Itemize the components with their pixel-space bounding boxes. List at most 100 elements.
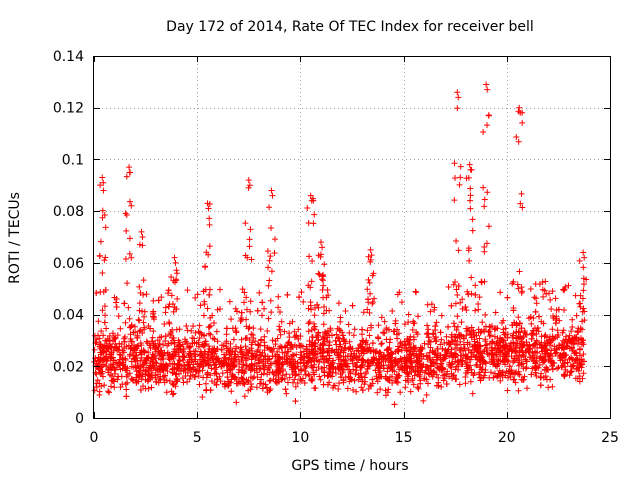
data-point bbox=[477, 377, 484, 384]
data-point bbox=[196, 322, 203, 329]
data-point bbox=[242, 343, 249, 350]
data-point bbox=[464, 365, 471, 372]
data-point bbox=[239, 286, 246, 293]
data-point bbox=[266, 277, 273, 284]
data-point bbox=[256, 365, 263, 372]
data-point bbox=[483, 122, 490, 129]
data-point bbox=[268, 225, 275, 232]
data-point bbox=[177, 367, 184, 374]
data-point bbox=[454, 291, 461, 298]
data-point bbox=[516, 268, 523, 275]
data-point bbox=[480, 129, 487, 136]
data-point bbox=[438, 336, 445, 343]
data-point bbox=[102, 312, 109, 319]
data-point bbox=[573, 355, 580, 362]
data-point bbox=[206, 330, 213, 337]
data-point bbox=[398, 364, 405, 371]
data-point bbox=[244, 349, 251, 356]
data-point bbox=[414, 369, 421, 376]
data-point bbox=[368, 356, 375, 363]
data-point bbox=[439, 345, 446, 352]
data-point bbox=[120, 361, 127, 368]
data-point bbox=[395, 348, 402, 355]
data-point bbox=[350, 387, 357, 394]
data-point bbox=[185, 358, 192, 365]
data-point bbox=[260, 370, 267, 377]
data-point bbox=[139, 330, 146, 337]
data-point bbox=[412, 288, 419, 295]
data-point bbox=[202, 263, 209, 270]
data-point bbox=[243, 376, 250, 383]
data-point bbox=[550, 314, 557, 321]
data-point bbox=[313, 367, 320, 374]
data-point bbox=[469, 216, 476, 223]
data-point bbox=[364, 286, 371, 293]
data-point bbox=[196, 381, 203, 388]
data-point bbox=[95, 318, 102, 325]
data-point bbox=[335, 386, 342, 393]
data-point bbox=[197, 302, 204, 309]
data-point bbox=[336, 365, 343, 372]
data-point bbox=[256, 289, 263, 296]
data-point bbox=[96, 252, 103, 259]
data-point bbox=[111, 384, 118, 391]
data-point bbox=[208, 365, 215, 372]
y-tick-label: 0.04 bbox=[53, 308, 84, 324]
data-point bbox=[412, 344, 419, 351]
data-point bbox=[507, 340, 514, 347]
data-point bbox=[515, 387, 522, 394]
data-point bbox=[140, 383, 147, 390]
data-point bbox=[569, 316, 576, 323]
data-point bbox=[417, 351, 424, 358]
data-point bbox=[100, 288, 107, 295]
data-point bbox=[483, 81, 490, 88]
data-point bbox=[462, 304, 469, 311]
data-point bbox=[246, 236, 253, 243]
data-point bbox=[96, 335, 103, 342]
data-point bbox=[464, 339, 471, 346]
data-point bbox=[291, 328, 298, 335]
data-point bbox=[114, 332, 121, 339]
data-point bbox=[243, 355, 250, 362]
data-point bbox=[116, 356, 123, 363]
data-point bbox=[143, 291, 150, 298]
data-point bbox=[332, 337, 339, 344]
data-point bbox=[484, 189, 491, 196]
data-point bbox=[480, 374, 487, 381]
data-point bbox=[201, 357, 208, 364]
data-point bbox=[378, 341, 385, 348]
data-point bbox=[94, 377, 101, 384]
data-point bbox=[196, 367, 203, 374]
data-point bbox=[129, 376, 136, 383]
data-point bbox=[214, 355, 221, 362]
data-point bbox=[491, 370, 498, 377]
data-point bbox=[569, 356, 576, 363]
data-point bbox=[139, 234, 146, 240]
data-point bbox=[93, 371, 100, 378]
data-point bbox=[554, 365, 561, 372]
data-point bbox=[268, 187, 275, 194]
data-point bbox=[457, 299, 464, 306]
data-point bbox=[289, 379, 296, 386]
data-point bbox=[281, 328, 288, 335]
data-point bbox=[192, 294, 199, 301]
data-point bbox=[424, 301, 431, 308]
y-tick-label: 0.1 bbox=[62, 152, 84, 168]
data-point bbox=[97, 182, 104, 189]
data-point bbox=[173, 326, 180, 333]
data-point bbox=[300, 360, 307, 367]
data-point bbox=[204, 200, 211, 207]
data-point bbox=[378, 340, 385, 347]
data-point bbox=[434, 346, 441, 353]
data-point bbox=[188, 327, 195, 334]
data-point bbox=[119, 347, 126, 354]
data-point bbox=[91, 387, 98, 394]
data-point bbox=[139, 242, 146, 249]
data-point bbox=[169, 301, 176, 308]
data-point bbox=[109, 377, 116, 384]
y-tick-label: 0.02 bbox=[53, 359, 84, 375]
data-point bbox=[264, 366, 271, 373]
data-point bbox=[367, 347, 374, 354]
data-point bbox=[494, 344, 501, 351]
data-point bbox=[153, 343, 160, 350]
